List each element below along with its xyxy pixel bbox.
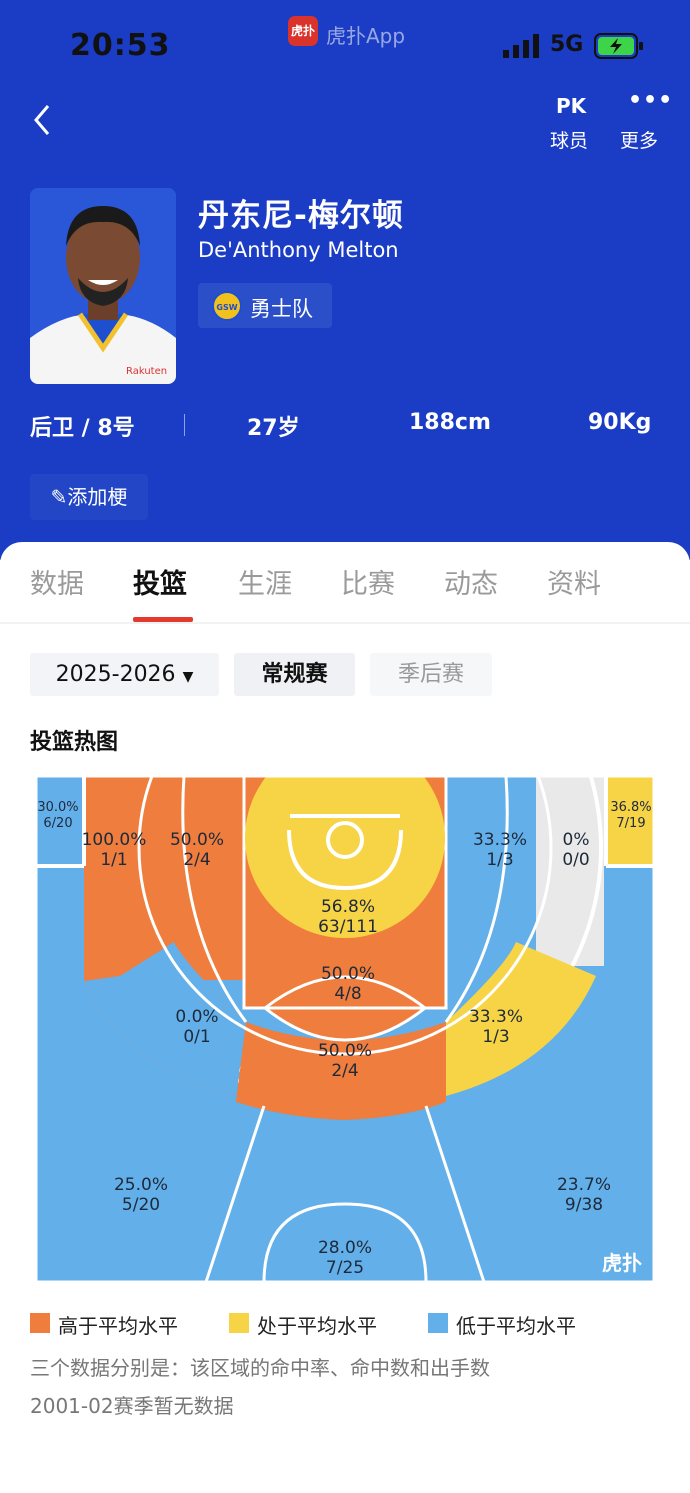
zone-pct: 25.0% [113,1175,168,1195]
zone-made: 2/4 [183,850,211,870]
app-logo: 虎扑 [288,16,318,46]
dropdown-caret-icon: ▼ [182,669,194,685]
zone-pct: 28.0% [317,1238,372,1258]
tab-profile[interactable]: 资料 [547,569,601,600]
signal-icon [503,34,539,58]
zone-label: 0% 0/0 [521,830,631,870]
zone-pct: 56.8% [320,897,375,917]
pencil-icon: ✎ [50,485,68,509]
team-badge[interactable]: GSW 勇士队 [198,283,332,328]
zone-made: 1/1 [100,850,128,870]
center-circle [262,1202,428,1282]
status-time: 20:53 [70,28,171,63]
zone-pct: 0.0% [175,1007,219,1027]
team-name: 勇士队 [250,297,313,321]
watermark: 虎扑 [602,1251,642,1275]
heatmap-title: 投篮热图 [30,730,119,755]
battery-icon [594,33,643,59]
zone-made: 2/4 [331,1061,359,1081]
tab-shooting[interactable]: 投篮 [133,569,187,600]
zone-made: 1/3 [482,1027,510,1047]
zone-label: 56.8% 63/111 [293,897,403,937]
zone-made: 5/20 [121,1195,161,1215]
zone-label: 25.0% 5/20 [86,1175,196,1215]
zone-label: 33.3% 1/3 [445,830,555,870]
tab-divider [0,622,690,624]
tab-games[interactable]: 比赛 [341,569,395,600]
zone-pct: 30.0% [37,800,79,815]
pk-label[interactable]: 球员 [550,130,589,152]
zone-made: 9/38 [564,1195,604,1215]
zone-left-wing-mid [84,942,246,1096]
zone-made: 63/111 [318,917,378,937]
zone-left-corner-three [36,776,84,864]
regular-season-button[interactable]: 常规赛 [234,653,355,696]
legend-above-label: 高于平均水平 [58,1314,178,1338]
player-height: 188cm [409,410,491,435]
zone-pct: 33.3% [468,1007,523,1027]
player-weight: 90Kg [588,410,652,435]
team-logo-icon: GSW [212,291,242,321]
zone-label: 50.0% 2/4 [290,1041,400,1081]
svg-text:GSW: GSW [216,303,237,312]
heatmap-note: 三个数据分别是：该区域的命中率、命中数和出手数 [30,1356,490,1380]
player-name-en: De'Anthony Melton [198,238,399,262]
no-data-note: 2001-02赛季暂无数据 [30,1394,234,1418]
more-label[interactable]: 更多 [620,130,659,152]
zone-pct: 50.0% [317,1041,372,1061]
zone-made: 7/19 [616,816,646,831]
legend-above-swatch [30,1313,50,1333]
back-icon[interactable] [30,100,54,149]
zone-right-corner-three [606,776,654,864]
playoffs-button[interactable]: 季后赛 [370,653,492,696]
player-age: 27岁 [247,416,300,441]
pk-icon[interactable]: PK [556,94,587,118]
tab-underline [133,617,193,622]
jersey-sponsor: Rakuten [126,366,167,377]
zone-pct: 23.7% [556,1175,611,1195]
zone-made: 7/25 [325,1258,365,1278]
add-meme-button[interactable]: ✎添加梗 [30,474,148,520]
zone-right-wing-mid [446,942,596,1096]
zone-made: 4/8 [334,984,362,1004]
zone-pct: 33.3% [472,830,527,850]
legend-below-swatch [428,1313,448,1333]
legend-average-label: 处于平均水平 [257,1314,377,1338]
zone-label: 50.0% 4/8 [293,964,403,1004]
zone-pct: 0% [562,830,590,850]
zone-pct: 100.0% [81,830,147,850]
app-name: 虎扑App [326,24,406,48]
player-name-cn: 丹东尼-梅尔顿 [198,198,404,234]
zone-label: 0.0% 0/1 [142,1007,252,1047]
zone-right-corner-mid [536,776,604,966]
zone-made: 6/20 [43,816,73,831]
network-type: 5G [550,32,584,57]
zone-pct: 36.8% [610,800,652,815]
season-select[interactable]: 2025-2026 ▼ [30,653,219,696]
zone-label: 100.0% 1/1 [59,830,169,870]
zone-pct: 50.0% [169,830,224,850]
legend-below-label: 低于平均水平 [456,1314,576,1338]
stats-divider [184,414,185,436]
zone-pct: 50.0% [320,964,375,984]
zone-label: 23.7% 9/38 [529,1175,639,1215]
legend-average-swatch [229,1313,249,1333]
zone-label: 28.0% 7/25 [290,1238,400,1278]
more-icon[interactable]: ••• [628,88,674,113]
player-photo: Rakuten [30,188,176,384]
zone-label: 33.3% 1/3 [441,1007,551,1047]
zone-made: 1/3 [486,850,514,870]
zone-made: 0/1 [183,1027,211,1047]
tab-news[interactable]: 动态 [444,569,498,600]
player-position: 后卫 / 8号 [30,416,135,441]
zone-made: 0/0 [562,850,590,870]
tab-data[interactable]: 数据 [30,569,84,600]
tab-career[interactable]: 生涯 [238,569,292,600]
shot-heatmap: 虎扑 [36,776,654,1282]
zone-label: 30.0% 6/20 [3,800,113,832]
zone-label: 50.0% 2/4 [142,830,252,870]
zone-label: 36.8% 7/19 [576,800,686,832]
